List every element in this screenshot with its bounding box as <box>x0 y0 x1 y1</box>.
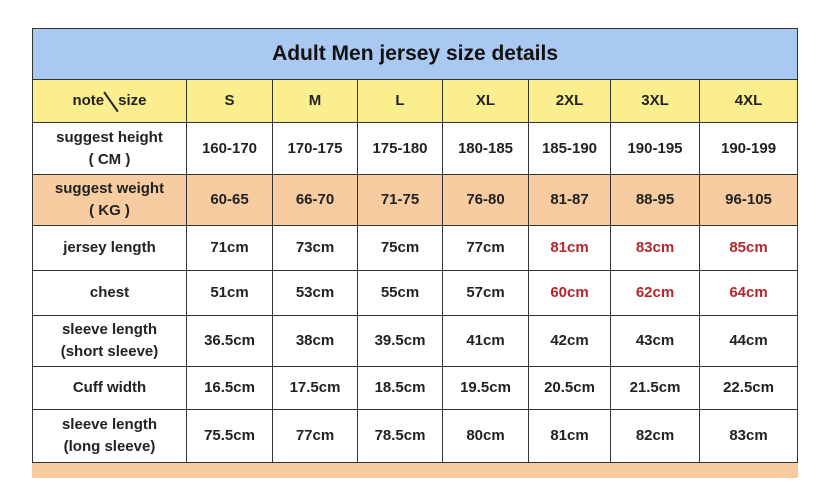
row-label: jersey length <box>32 225 187 271</box>
table-row: suggest height ( CM ) 160-170 170-175 175-18… <box>32 122 799 175</box>
value-cell: 82cm <box>610 409 700 463</box>
size-header: S <box>186 79 273 123</box>
value-cell: 190-199 <box>698 122 799 175</box>
row-label-line: Cuff width <box>72 379 147 396</box>
value-cell: 83cm <box>610 225 700 271</box>
value-cell: 66-70 <box>272 174 358 226</box>
value-cell: 17.5cm <box>272 366 358 410</box>
table-row: suggest weight ( KG ) 60-65 66-70 71-75 76-80… <box>32 174 799 226</box>
footer-strip <box>31 462 799 478</box>
value-cell: 78.5cm <box>357 409 443 463</box>
row-label-line: ( KG ) <box>89 202 130 219</box>
value-cell: 64cm <box>698 270 799 316</box>
value-cell: 53cm <box>272 270 358 316</box>
row-label-line: sleeve length <box>61 321 158 338</box>
value-cell: 185-190 <box>528 122 611 175</box>
row-label: suggest weight ( KG ) <box>32 174 187 226</box>
value-cell: 170-175 <box>272 122 358 175</box>
value-cell: 96-105 <box>698 174 799 226</box>
table-row: Cuff width 16.5cm 17.5cm 18.5cm 19.5cm 20.5cm… <box>32 366 799 410</box>
value-cell: 180-185 <box>442 122 529 175</box>
corner-size: size <box>118 92 147 109</box>
row-label-line: (short sleeve) <box>60 343 159 360</box>
row-label-line: suggest weight <box>54 180 165 197</box>
value-cell: 38cm <box>272 315 358 367</box>
value-cell: 62cm <box>610 270 700 316</box>
value-cell: 44cm <box>698 315 799 367</box>
value-cell: 36.5cm <box>186 315 273 367</box>
size-chart: Adult Men jersey size details note size S… <box>31 28 799 478</box>
diagonal-slash <box>104 91 118 111</box>
value-cell: 76-80 <box>442 174 529 226</box>
table-row: sleeve length (long sleeve) 75.5cm 77cm 78.5… <box>32 409 799 463</box>
chart-title: Adult Men jersey size details <box>31 28 799 80</box>
value-cell: 88-95 <box>610 174 700 226</box>
table-row: sleeve length (short sleeve) 36.5cm 38cm 39.… <box>32 315 799 367</box>
value-cell: 75cm <box>357 225 443 271</box>
row-label: chest <box>32 270 187 316</box>
value-cell: 71cm <box>186 225 273 271</box>
row-label-line: sleeve length <box>61 416 158 433</box>
size-header: XL <box>442 79 529 123</box>
row-label: sleeve length (short sleeve) <box>32 315 187 367</box>
row-label: suggest height ( CM ) <box>32 122 187 175</box>
value-cell: 190-195 <box>610 122 700 175</box>
value-cell: 42cm <box>528 315 611 367</box>
size-header: L <box>357 79 443 123</box>
size-table: Adult Men jersey size details note size S… <box>31 28 799 478</box>
row-label: sleeve length (long sleeve) <box>32 409 187 463</box>
corner-cell: note size <box>32 79 187 123</box>
value-cell: 175-180 <box>357 122 443 175</box>
value-cell: 77cm <box>272 409 358 463</box>
size-header: M <box>272 79 358 123</box>
value-cell: 75.5cm <box>186 409 273 463</box>
value-cell: 16.5cm <box>186 366 273 410</box>
size-header: 2XL <box>528 79 611 123</box>
value-cell: 77cm <box>442 225 529 271</box>
value-cell: 21.5cm <box>610 366 700 410</box>
value-cell: 22.5cm <box>698 366 799 410</box>
table-row: chest 51cm 53cm 55cm 57cm 60cm 62cm 64cm <box>32 270 799 316</box>
value-cell: 73cm <box>272 225 358 271</box>
value-cell: 41cm <box>442 315 529 367</box>
value-cell: 81-87 <box>528 174 611 226</box>
value-cell: 43cm <box>610 315 700 367</box>
footer-cell <box>31 462 799 478</box>
value-cell: 81cm <box>528 225 611 271</box>
value-cell: 20.5cm <box>528 366 611 410</box>
value-cell: 18.5cm <box>357 366 443 410</box>
value-cell: 19.5cm <box>442 366 529 410</box>
value-cell: 81cm <box>528 409 611 463</box>
value-cell: 85cm <box>698 225 799 271</box>
size-header: 4XL <box>698 79 799 123</box>
value-cell: 71-75 <box>357 174 443 226</box>
value-cell: 60cm <box>528 270 611 316</box>
value-cell: 55cm <box>357 270 443 316</box>
value-cell: 60-65 <box>186 174 273 226</box>
value-cell: 57cm <box>442 270 529 316</box>
value-cell: 39.5cm <box>357 315 443 367</box>
value-cell: 83cm <box>698 409 799 463</box>
value-cell: 51cm <box>186 270 273 316</box>
header-row: note size S M L XL 2XL 3XL 4XL <box>32 79 799 123</box>
row-label-line: (long sleeve) <box>63 438 156 455</box>
row-label-line: chest <box>89 284 130 301</box>
row-label-line: ( CM ) <box>88 150 131 168</box>
value-cell: 160-170 <box>186 122 273 175</box>
value-cell: 80cm <box>442 409 529 463</box>
row-label: Cuff width <box>32 366 187 410</box>
size-header: 3XL <box>610 79 700 123</box>
row-label-line: jersey length <box>63 239 156 256</box>
row-label-line: suggest height <box>56 128 163 146</box>
corner-note: note <box>72 92 105 109</box>
table-row: jersey length 71cm 73cm 75cm 77cm 81cm 83cm 85c… <box>32 225 799 271</box>
